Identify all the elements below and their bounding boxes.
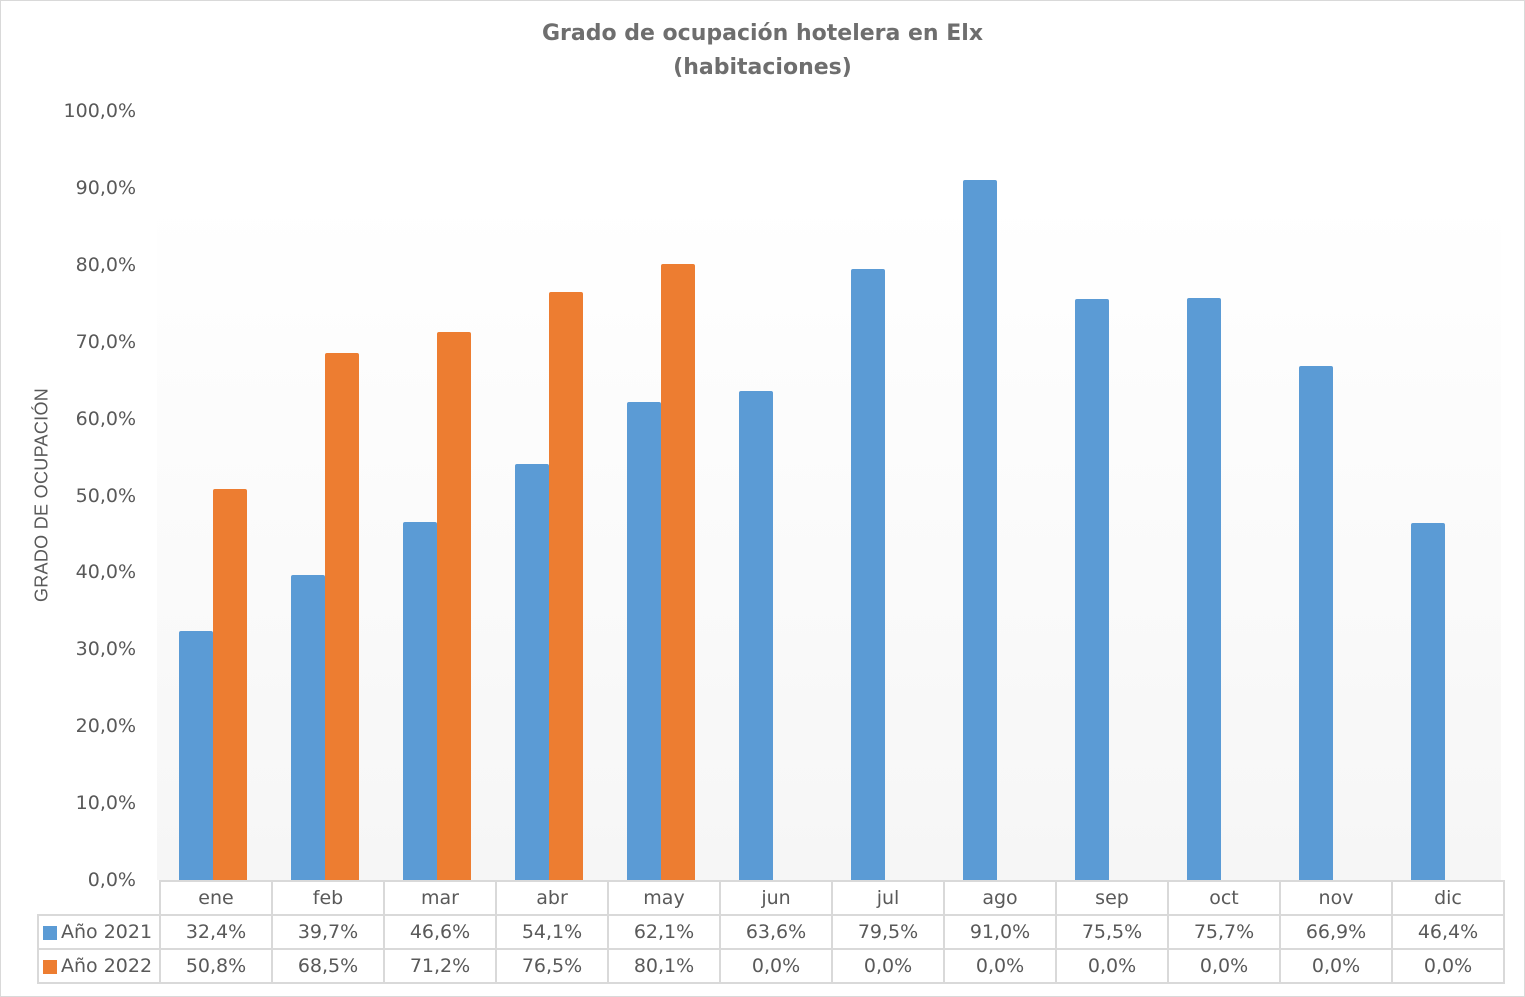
category-label: ene [159,880,273,916]
data-table: ene feb mar abr may jun jul ago sep oct nov dic Año… [37,880,1505,984]
series-row: Año 2022 50,8% 68,5% 71,2% 76,5% 80,1% 0,0% 0,0… [37,948,1505,984]
y-tick-label: 90,0% [75,176,136,199]
category-label: may [607,880,721,916]
bar-nov-año-2021 [1299,365,1333,880]
category-label: feb [271,880,385,916]
data-cell: 66,9% [1279,914,1393,950]
bar-sep-año-2021 [1075,299,1109,880]
y-tick-label: 80,0% [75,253,136,276]
data-cell: 46,4% [1391,914,1505,950]
category-label: dic [1391,880,1505,916]
data-cell: 75,5% [1055,914,1169,950]
data-cell: 0,0% [1391,948,1505,984]
data-cell: 63,6% [719,914,833,950]
category-label: ago [943,880,1057,916]
y-tick-label: 10,0% [75,792,136,815]
category-label: abr [495,880,609,916]
y-tick-label: 70,0% [75,330,136,353]
data-cell: 0,0% [719,948,833,984]
data-cell: 71,2% [383,948,497,984]
data-cell: 0,0% [1167,948,1281,984]
data-cell: 54,1% [495,914,609,950]
plot-area [157,198,1501,880]
category-label: jun [719,880,833,916]
data-cell: 50,8% [159,948,273,984]
data-cell: 76,5% [495,948,609,984]
y-tick-label: 50,0% [75,484,136,507]
bar-dic-año-2021 [1411,523,1445,880]
y-tick-label: 30,0% [75,638,136,661]
bar-may-año-2022 [661,264,695,880]
legend-entry: Año 2022 [37,948,161,984]
data-cell: 0,0% [1055,948,1169,984]
data-cell: 79,5% [831,914,945,950]
table-corner [38,881,161,916]
bar-may-año-2021 [627,402,661,880]
series-row: Año 2021 32,4% 39,7% 46,6% 54,1% 62,1% 63,6% 79… [37,914,1505,950]
data-cell: 0,0% [831,948,945,984]
bar-ago-año-2021 [963,180,997,880]
bar-abr-año-2021 [515,463,549,880]
category-label: sep [1055,880,1169,916]
legend-swatch-icon [43,959,57,974]
data-cell: 0,0% [943,948,1057,984]
y-tick-label: 100,0% [63,100,136,122]
data-cell: 75,7% [1167,914,1281,950]
data-cell: 68,5% [271,948,385,984]
data-cell: 32,4% [159,914,273,950]
bar-mar-año-2021 [403,521,437,880]
category-label: jul [831,880,945,916]
bar-feb-año-2022 [325,353,359,880]
chart-title: Grado de ocupación hotelera en Elx [541,21,984,46]
y-tick-label: 20,0% [75,715,136,738]
data-cell: 46,6% [383,914,497,950]
legend-swatch-icon [43,925,57,940]
category-label: nov [1279,880,1393,916]
bar-feb-año-2021 [291,574,325,880]
data-cell: 39,7% [271,914,385,950]
bar-mar-año-2022 [437,332,471,880]
y-tick-label: 60,0% [75,407,136,430]
category-label: oct [1167,880,1281,916]
bar-ene-año-2022 [213,489,247,880]
bar-ene-año-2021 [179,630,213,880]
data-cell: 91,0% [943,914,1057,950]
y-axis-label: GRADO DE OCUPACIÓN [31,387,52,603]
y-tick-label: 40,0% [75,561,136,584]
bar-abr-año-2022 [549,291,583,880]
data-cell: 80,1% [607,948,721,984]
category-label: mar [383,880,497,916]
bar-oct-año-2021 [1187,297,1221,880]
legend-entry: Año 2021 [37,914,161,950]
category-header-row: ene feb mar abr may jun jul ago sep oct nov dic [38,880,1505,916]
bar-jul-año-2021 [851,268,885,880]
bar-jun-año-2021 [739,390,773,880]
data-cell: 62,1% [607,914,721,950]
data-cell: 0,0% [1279,948,1393,984]
chart-subtitle: (habitaciones) [673,55,852,80]
